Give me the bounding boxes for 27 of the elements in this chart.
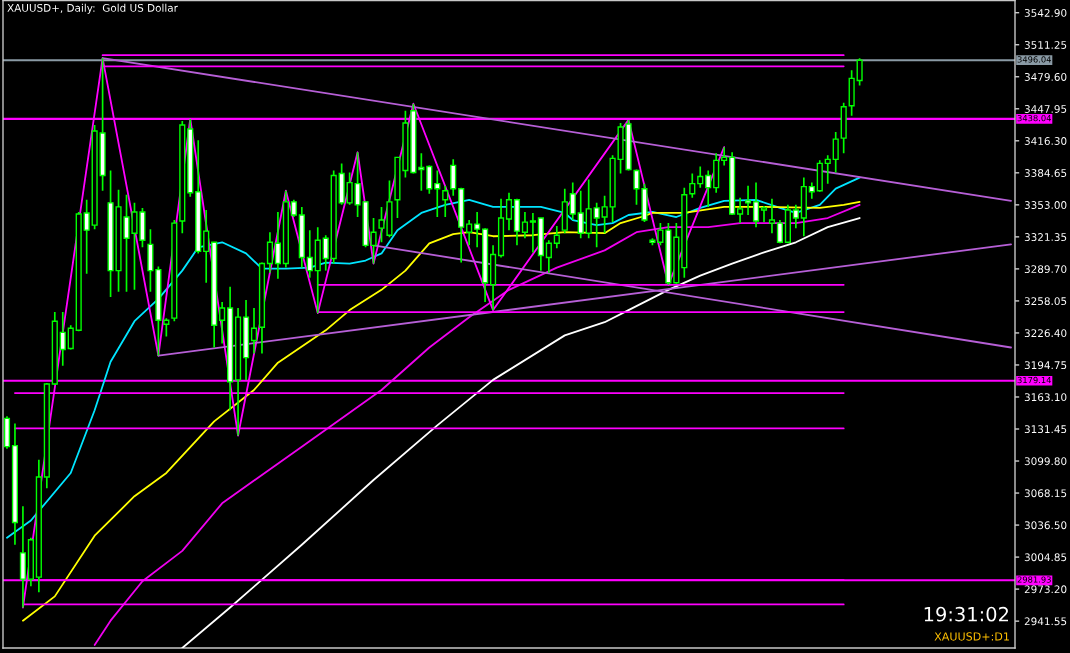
y-tick-label: 3384.65: [1024, 169, 1067, 177]
y-tick-label: 3036.50: [1024, 521, 1067, 530]
y-tick-label: 3542.90: [1024, 8, 1067, 17]
y-tick-label: 3131.45: [1024, 425, 1067, 434]
y-tick-label: 3321.35: [1024, 233, 1067, 241]
y-tick-label: 3194.75: [1024, 361, 1067, 370]
y-tick-label: 3226.40: [1024, 329, 1067, 338]
y-tick-label: 3479.60: [1024, 73, 1067, 81]
y-tick-label: 3416.30: [1024, 137, 1067, 145]
y-tick-label: 2973.20: [1024, 585, 1067, 594]
y-tick-label: 3099.80: [1024, 457, 1067, 466]
y-tick-label: 3447.95: [1024, 105, 1067, 113]
y-tick-label: 3258.05: [1024, 297, 1067, 306]
y-tick-label: 3289.70: [1024, 265, 1067, 274]
annotation: 19:31:02: [924, 606, 1008, 622]
ref-line-label: 3496.04: [1017, 56, 1052, 63]
ref-line-label: 3438.04: [1017, 114, 1052, 122]
annotation: XAUUSD+:D1: [934, 632, 1009, 641]
ref-line-label: 2981.93: [1017, 576, 1051, 583]
chart-title: XAUUSD+, Daily: Gold US Dollar: [7, 3, 178, 14]
y-tick-label: 3068.15: [1024, 489, 1067, 498]
y-tick-label: 3511.25: [1024, 41, 1067, 49]
y-tick-label: 3004.85: [1024, 553, 1067, 562]
y-tick-label: 3353.00: [1024, 201, 1067, 209]
y-tick-label: 3163.10: [1024, 393, 1067, 402]
ref-line-label: 3179.14: [1017, 376, 1052, 384]
y-tick-label: 2941.55: [1024, 617, 1067, 626]
